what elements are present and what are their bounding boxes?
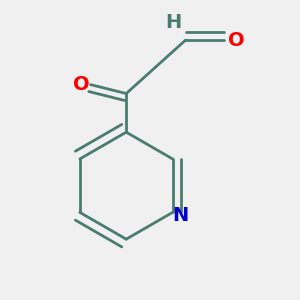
Text: N: N bbox=[172, 206, 188, 225]
Text: H: H bbox=[166, 13, 182, 32]
Text: O: O bbox=[228, 31, 244, 50]
Text: O: O bbox=[73, 75, 90, 94]
